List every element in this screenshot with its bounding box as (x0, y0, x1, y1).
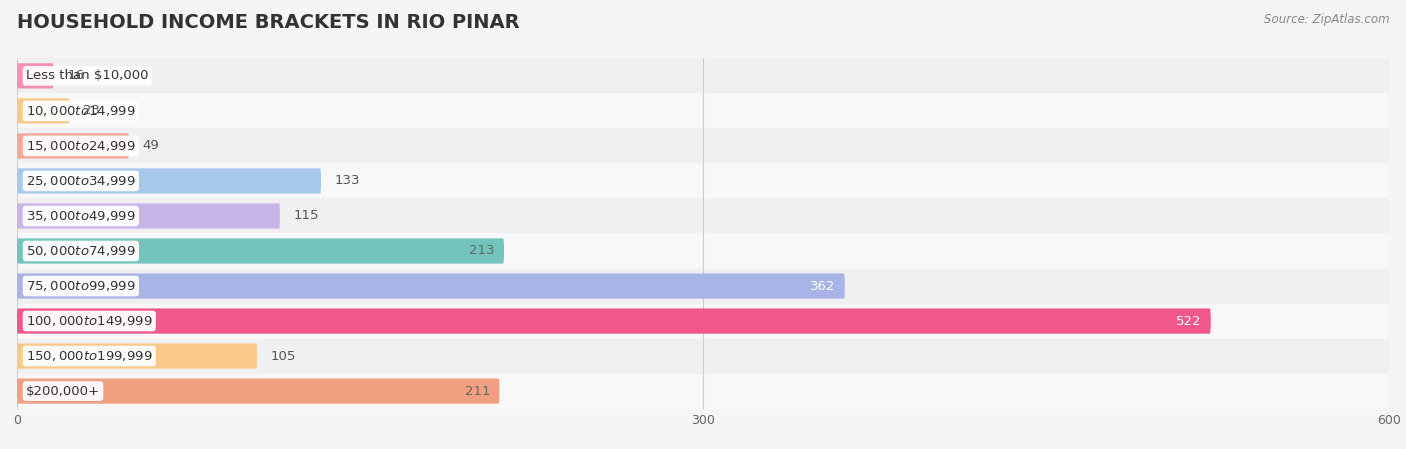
FancyBboxPatch shape (17, 128, 1389, 163)
Text: 133: 133 (335, 175, 360, 187)
FancyBboxPatch shape (17, 374, 1389, 409)
Text: $10,000 to $14,999: $10,000 to $14,999 (27, 104, 136, 118)
Text: $75,000 to $99,999: $75,000 to $99,999 (27, 279, 136, 293)
Text: $150,000 to $199,999: $150,000 to $199,999 (27, 349, 153, 363)
FancyBboxPatch shape (17, 269, 1389, 304)
Text: 362: 362 (810, 280, 835, 292)
Text: Less than $10,000: Less than $10,000 (27, 70, 149, 82)
FancyBboxPatch shape (17, 198, 1389, 233)
Text: $15,000 to $24,999: $15,000 to $24,999 (27, 139, 136, 153)
Text: HOUSEHOLD INCOME BRACKETS IN RIO PINAR: HOUSEHOLD INCOME BRACKETS IN RIO PINAR (17, 13, 519, 32)
Text: 522: 522 (1175, 315, 1202, 327)
Text: 23: 23 (83, 105, 100, 117)
Text: 49: 49 (142, 140, 159, 152)
Text: $35,000 to $49,999: $35,000 to $49,999 (27, 209, 136, 223)
Text: 213: 213 (470, 245, 495, 257)
FancyBboxPatch shape (17, 339, 1389, 374)
Text: 211: 211 (465, 385, 491, 397)
FancyBboxPatch shape (17, 308, 1211, 334)
FancyBboxPatch shape (17, 93, 1389, 128)
FancyBboxPatch shape (17, 273, 845, 299)
FancyBboxPatch shape (17, 58, 1389, 93)
FancyBboxPatch shape (17, 163, 1389, 198)
Text: $100,000 to $149,999: $100,000 to $149,999 (27, 314, 153, 328)
FancyBboxPatch shape (17, 203, 280, 229)
FancyBboxPatch shape (17, 379, 499, 404)
FancyBboxPatch shape (17, 304, 1389, 339)
Text: $25,000 to $34,999: $25,000 to $34,999 (27, 174, 136, 188)
Text: Source: ZipAtlas.com: Source: ZipAtlas.com (1264, 13, 1389, 26)
FancyBboxPatch shape (17, 343, 257, 369)
Text: $50,000 to $74,999: $50,000 to $74,999 (27, 244, 136, 258)
FancyBboxPatch shape (17, 98, 69, 123)
FancyBboxPatch shape (17, 133, 129, 158)
FancyBboxPatch shape (17, 238, 503, 264)
FancyBboxPatch shape (17, 63, 53, 88)
Text: 16: 16 (67, 70, 84, 82)
Text: $200,000+: $200,000+ (27, 385, 100, 397)
Text: 105: 105 (271, 350, 297, 362)
FancyBboxPatch shape (17, 168, 321, 194)
Text: 115: 115 (294, 210, 319, 222)
FancyBboxPatch shape (17, 233, 1389, 269)
